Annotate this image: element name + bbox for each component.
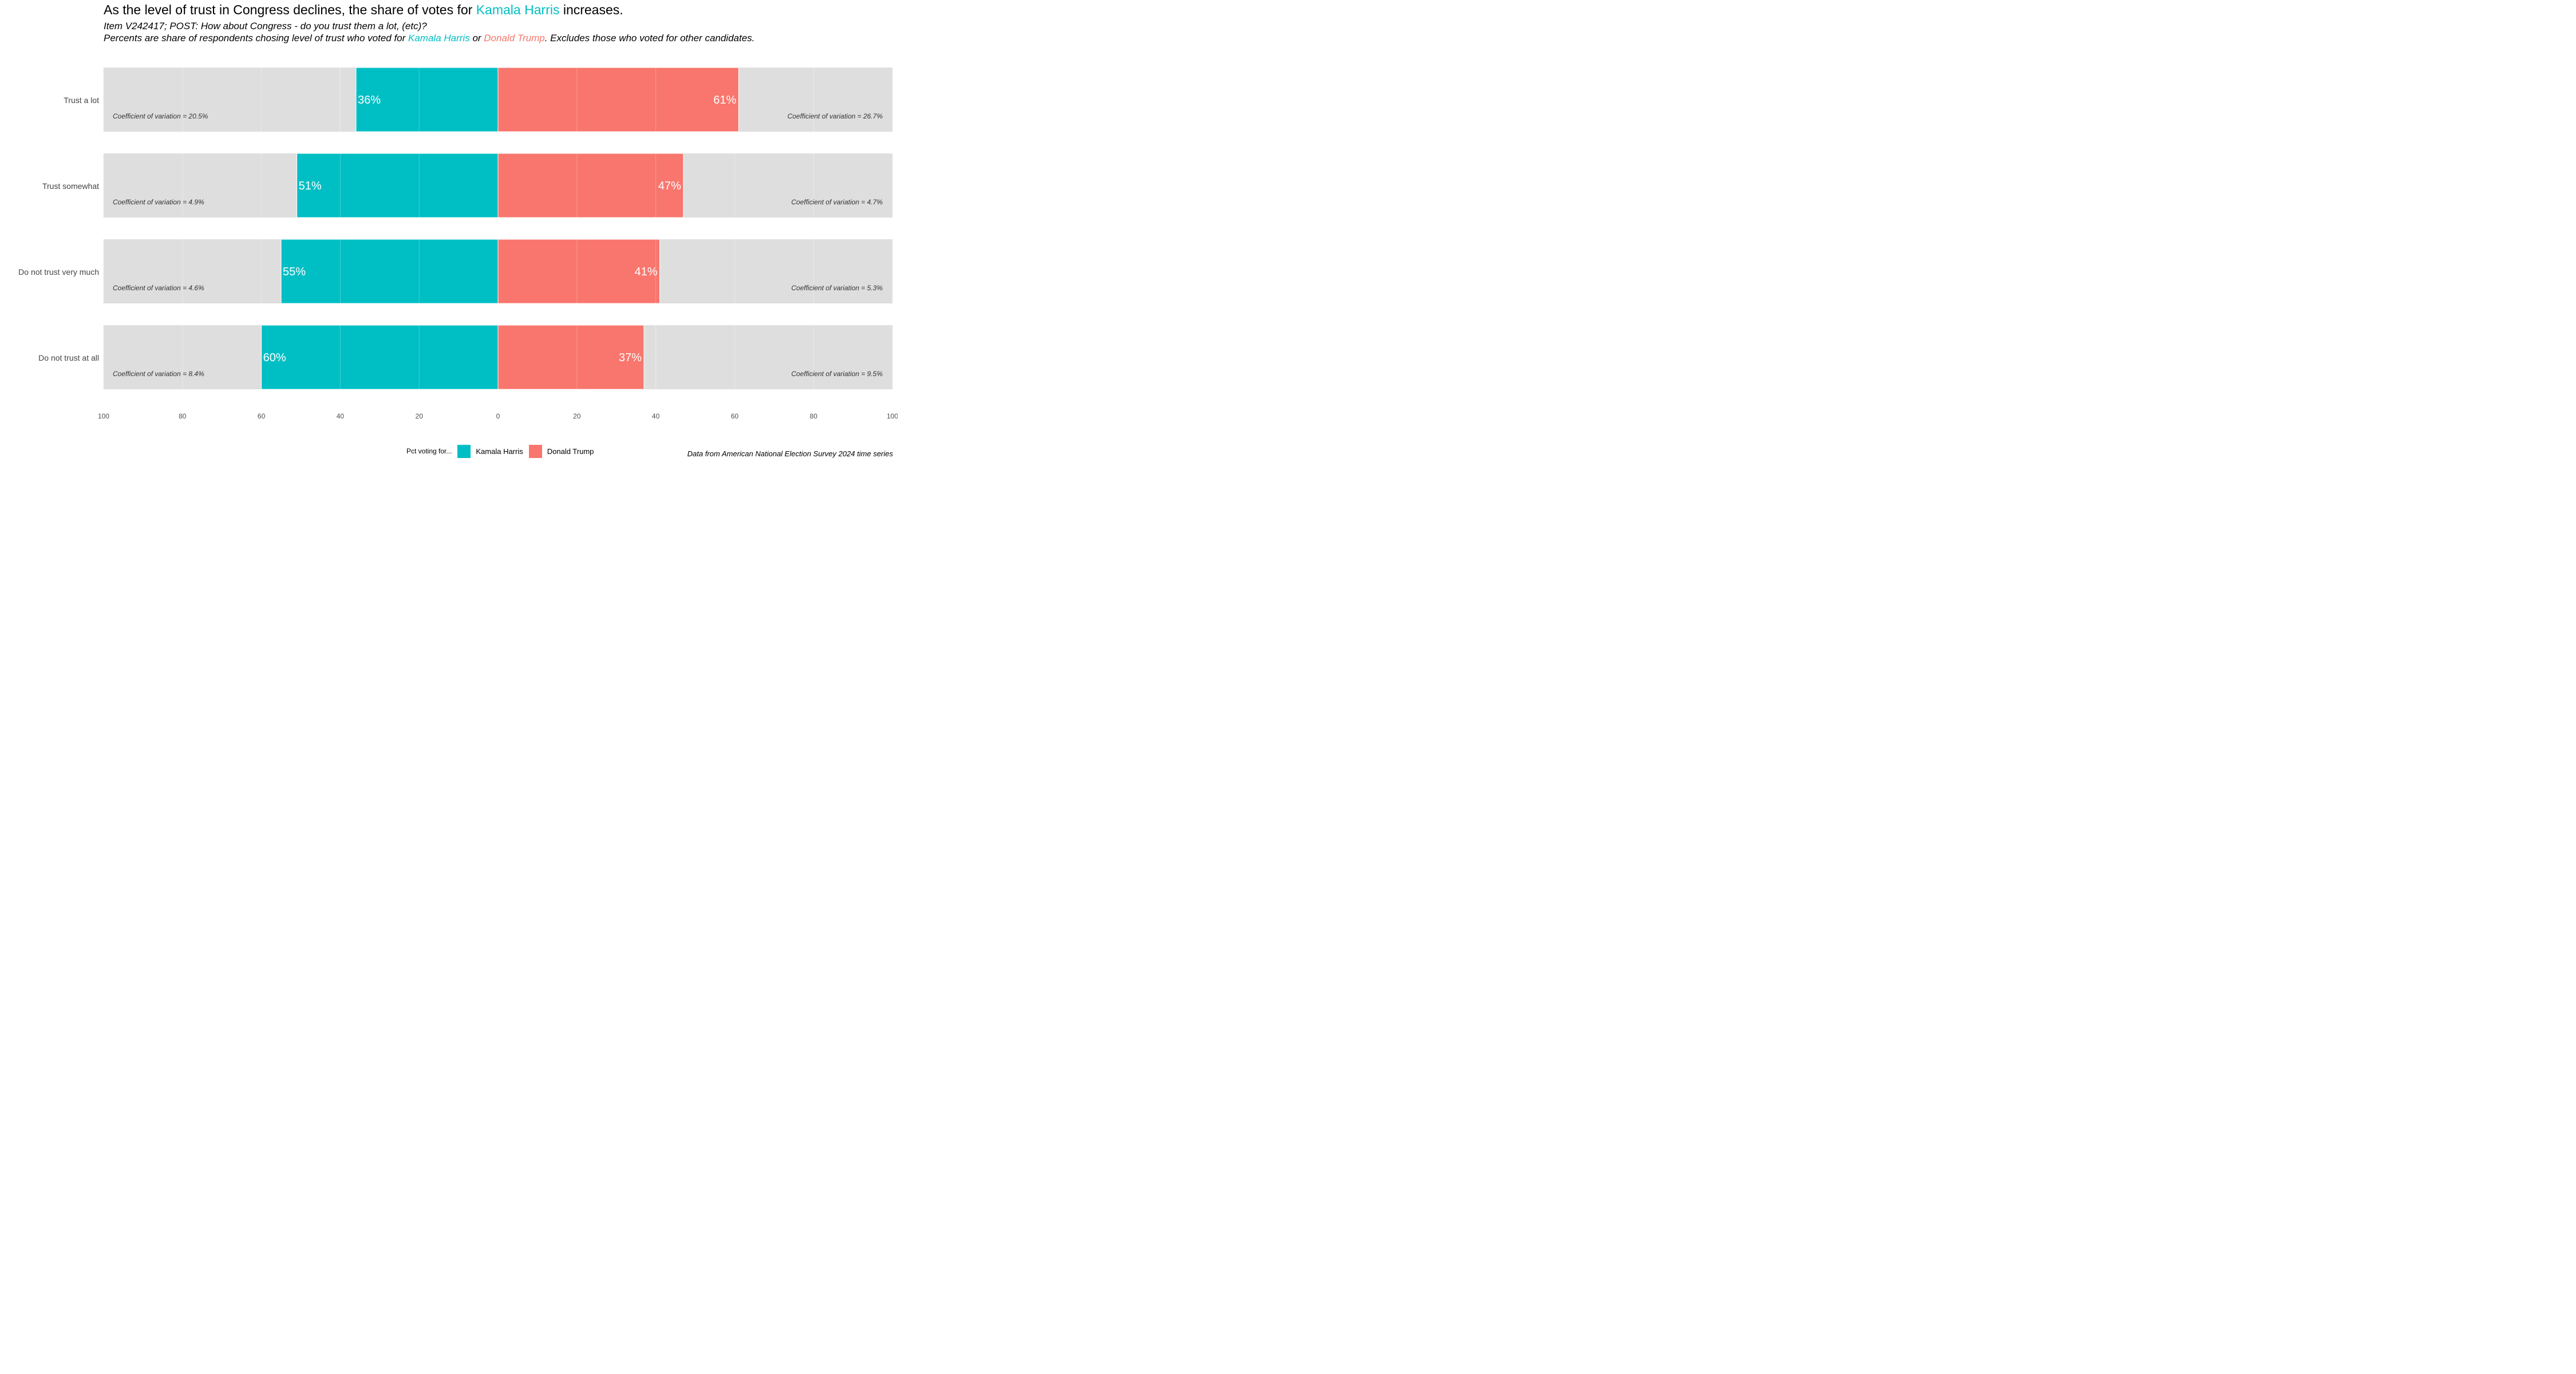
- legend-label-harris: Kamala Harris: [476, 447, 523, 456]
- category-label: Do not trust very much: [18, 267, 99, 277]
- x-tick-label: 20: [573, 412, 581, 420]
- bar-trump: [497, 67, 739, 132]
- subtitle-text-after: . Excludes those who voted for other can…: [544, 33, 755, 44]
- category-label: Do not trust at all: [38, 353, 99, 362]
- data-label-harris: 51%: [299, 180, 322, 192]
- caption: Data from American National Election Sur…: [687, 449, 893, 458]
- x-tick-label: 40: [337, 412, 345, 420]
- title-text-after: increases.: [559, 2, 623, 17]
- bar-trump: [497, 153, 684, 218]
- data-label-harris: 55%: [283, 266, 306, 278]
- data-label-trump: 37%: [619, 352, 642, 364]
- cv-label-harris: Coefficient of variation = 4.6%: [113, 284, 204, 292]
- subtitle-trump: Donald Trump: [484, 33, 545, 44]
- cv-label-harris: Coefficient of variation = 20.5%: [113, 112, 208, 120]
- legend-key-trump: [528, 444, 542, 458]
- legend: Pct voting for... Kamala Harris Donald T…: [406, 444, 599, 458]
- x-tick-label: 60: [258, 412, 266, 420]
- x-tick-label: 80: [810, 412, 818, 420]
- subtitle-harris: Kamala Harris: [408, 33, 470, 44]
- cv-label-harris: Coefficient of variation = 8.4%: [113, 370, 204, 378]
- cv-label-trump: Coefficient of variation = 5.3%: [791, 284, 883, 292]
- x-tick-label: 0: [496, 412, 500, 420]
- x-tick-label: 40: [652, 412, 660, 420]
- data-label-trump: 61%: [713, 94, 736, 106]
- category-label: Trust somewhat: [42, 181, 99, 191]
- x-tick-label: 100: [98, 412, 109, 420]
- title-text-before: As the level of trust in Congress declin…: [104, 2, 476, 17]
- category-label: Trust a lot: [64, 96, 99, 105]
- x-tick-label: 100: [887, 412, 898, 420]
- bar-harris: [355, 67, 499, 132]
- title-highlight-harris: Kamala Harris: [476, 2, 560, 17]
- legend-key-harris: [457, 444, 471, 458]
- chart-title: As the level of trust in Congress declin…: [104, 2, 623, 18]
- diverging-bar-chart: 36% 61% Coefficient of variation = 20.5% Co…: [18, 67, 898, 420]
- bar-harris: [261, 325, 499, 390]
- bar-trump: [497, 325, 645, 390]
- bar-harris: [297, 153, 499, 218]
- legend-title: Pct voting for...: [406, 447, 452, 455]
- bar-trump: [497, 239, 660, 304]
- cv-label-trump: Coefficient of variation = 26.7%: [788, 112, 883, 120]
- chart-subtitle-line2: Percents are share of respondents chosin…: [104, 33, 754, 44]
- chart-subtitle-line1: Item V242417; POST: How about Congress -…: [104, 21, 427, 31]
- x-tick-label: 80: [179, 412, 187, 420]
- data-label-harris: 60%: [263, 352, 286, 364]
- legend-label-trump: Donald Trump: [547, 447, 594, 456]
- cv-label-trump: Coefficient of variation = 9.5%: [791, 370, 883, 378]
- subtitle-text-before: Percents are share of respondents chosin…: [104, 33, 409, 44]
- cv-label-harris: Coefficient of variation = 4.9%: [113, 198, 204, 206]
- data-label-harris: 36%: [358, 94, 381, 106]
- x-tick-label: 60: [731, 412, 739, 420]
- bar-harris: [280, 239, 499, 304]
- subtitle-or: or: [469, 33, 484, 44]
- x-tick-label: 20: [416, 412, 424, 420]
- data-label-trump: 47%: [658, 180, 681, 192]
- data-label-trump: 41%: [634, 266, 657, 278]
- cv-label-trump: Coefficient of variation = 4.7%: [791, 198, 883, 206]
